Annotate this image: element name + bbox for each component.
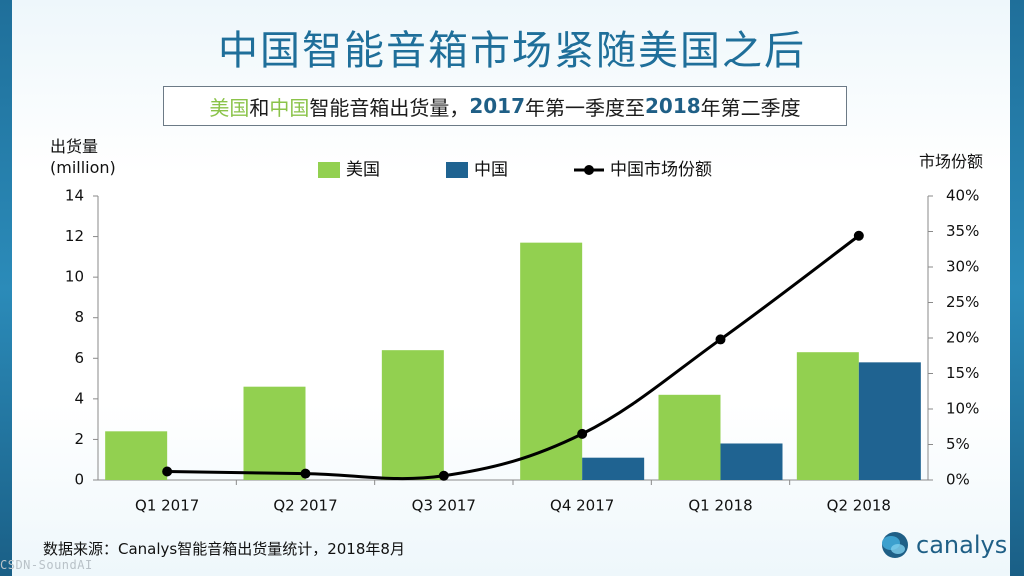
right-accent-bar [1010, 0, 1024, 576]
right-axis-title: 市场份额 [919, 152, 984, 171]
right-tick-label-5: 25% [946, 293, 979, 311]
bar-us-3 [520, 242, 583, 480]
left-tick-label-3: 6 [74, 349, 84, 367]
right-tick-label-8: 40% [946, 187, 979, 205]
share-point-1 [300, 468, 311, 479]
legend-label-share: 中国市场份额 [610, 160, 712, 180]
chart-subtitle: 美国和中国 智能音箱出货量， 2017 年第一季度至 2018 年第二季度 [163, 86, 847, 126]
x-tick-label-2: Q3 2017 [412, 497, 476, 515]
canalys-logo-icon [882, 532, 908, 558]
page-title: 中国智能音箱市场紧随美国之后 [218, 28, 806, 74]
x-tick-label-1: Q2 2017 [273, 497, 337, 515]
right-tick-label-0: 0% [946, 471, 970, 489]
subtitle-us: 美国 [209, 95, 250, 120]
x-tick-label-4: Q1 2018 [688, 497, 752, 515]
left-tick-label-7: 14 [65, 187, 84, 205]
canalys-logo-text: canalys [916, 531, 1008, 559]
right-tick-label-6: 30% [946, 258, 979, 276]
left-axis-title: 出货量 (million) [50, 136, 116, 178]
left-accent-bar [0, 0, 12, 576]
subtitle-from: 年第一季度至 [525, 95, 645, 120]
legend-label-us: 美国 [346, 160, 380, 180]
bar-us-4 [658, 394, 721, 480]
bar-us-0 [105, 431, 168, 480]
source-note: 数据来源：Canalys智能音箱出货量统计，2018年8月 [43, 540, 405, 558]
share-point-0 [162, 466, 173, 477]
subtitle-to: 年第二季度 [700, 95, 801, 120]
left-axis-title-line2: (million) [50, 158, 116, 177]
share-point-4 [715, 334, 726, 345]
bar-us-2 [381, 350, 444, 480]
share-point-2 [438, 470, 449, 481]
legend-label-china: 中国 [474, 160, 508, 180]
canalys-logo: canalys [880, 530, 1007, 560]
right-tick-label-2: 10% [946, 400, 979, 418]
right-tick-label-3: 15% [946, 364, 979, 382]
left-tick-label-4: 8 [74, 308, 84, 326]
watermark: CSDN-SoundAI [0, 558, 93, 572]
share-point-5 [853, 230, 864, 241]
legend-swatch-china [446, 162, 468, 178]
bar-us-5 [796, 352, 859, 480]
share-point-3 [577, 428, 588, 439]
left-tick-label-1: 2 [74, 430, 84, 448]
x-tick-label-5: Q2 2018 [827, 497, 891, 515]
share-line [167, 234, 860, 481]
bar-china-4 [720, 443, 783, 480]
legend-swatch-us [318, 162, 340, 178]
subtitle-year-2017: 2017 [469, 94, 525, 118]
subtitle-and: 和 [249, 95, 270, 120]
subtitle-china: 中国 [269, 95, 310, 120]
left-tick-label-5: 10 [65, 268, 84, 286]
bar-china-3 [582, 457, 645, 480]
left-tick-label-0: 0 [74, 471, 84, 489]
bar-us-1 [243, 386, 306, 480]
left-tick-label-6: 12 [65, 227, 84, 245]
legend-swatch-share-point [584, 165, 594, 175]
x-tick-label-0: Q1 2017 [135, 497, 199, 515]
bar-china-5 [858, 362, 921, 480]
right-tick-label-7: 35% [946, 222, 979, 240]
subtitle-year-2018: 2018 [645, 94, 701, 118]
left-axis-title-line1: 出货量 [50, 137, 99, 156]
left-tick-label-2: 4 [74, 389, 84, 407]
subtitle-shipments: 智能音箱出货量， [309, 95, 470, 120]
right-tick-label-1: 5% [946, 435, 970, 453]
right-tick-label-4: 20% [946, 329, 979, 347]
x-tick-label-3: Q4 2017 [550, 497, 614, 515]
